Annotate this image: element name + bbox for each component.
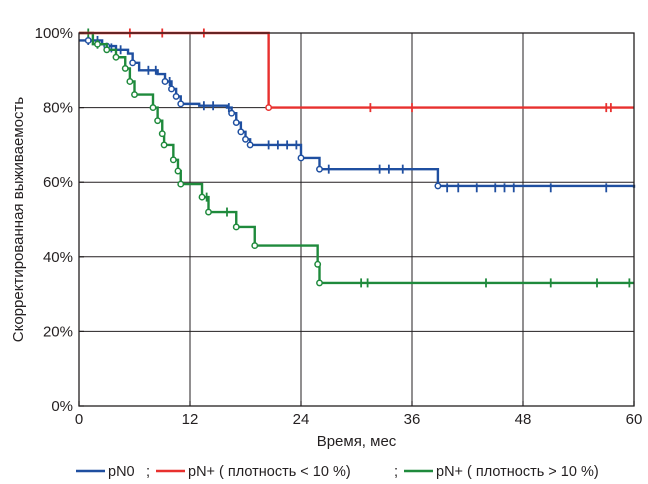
tick-labels: 0% 20% 40% 60% 80% 100% 0 12 24 36 48 60 <box>35 25 643 428</box>
series-layer <box>79 28 636 288</box>
event-marker <box>112 53 120 61</box>
y-tick-label: 20% <box>43 323 73 340</box>
y-tick-label: 60% <box>43 174 73 191</box>
event-marker <box>126 78 134 85</box>
y-tick-label: 0% <box>51 398 73 415</box>
event-marker <box>246 141 254 149</box>
event-marker <box>94 40 101 48</box>
event-marker <box>168 85 175 93</box>
tick-marks <box>78 32 635 407</box>
event-marker <box>434 182 442 190</box>
x-tick-label: 60 <box>626 411 643 428</box>
event-marker <box>129 59 137 67</box>
x-tick-label: 48 <box>515 411 532 428</box>
y-axis-title: Скорректированная выживаемость <box>10 97 27 343</box>
event-marker <box>121 64 129 72</box>
event-marker <box>314 260 322 268</box>
event-marker <box>177 180 185 188</box>
legend-label-pn-low: pN+ ( плотность < 10 %) <box>188 464 351 479</box>
event-marker <box>232 119 240 126</box>
event-marker <box>160 141 168 149</box>
event-marker <box>297 154 305 162</box>
series-line-pn-high-density <box>79 31 634 285</box>
x-tick-label: 12 <box>182 411 199 428</box>
event-marker <box>198 193 206 201</box>
event-marker <box>265 104 273 112</box>
event-marker <box>316 165 323 173</box>
event-marker <box>251 242 259 250</box>
legend-label-pn0: pN0 <box>108 464 135 479</box>
legend: pN0 ; pN+ ( плотность < 10 %) ; pN+ ( пл… <box>76 464 599 480</box>
event-marker <box>154 117 162 125</box>
x-tick-label: 0 <box>75 411 83 428</box>
event-marker <box>149 104 157 112</box>
y-tick-label: 40% <box>43 249 73 266</box>
event-marker <box>228 109 236 117</box>
x-tick-label: 24 <box>293 411 310 428</box>
event-marker <box>172 92 180 100</box>
x-tick-label: 36 <box>404 411 421 428</box>
event-marker <box>205 208 212 216</box>
legend-separator: ; <box>146 464 150 479</box>
event-marker <box>232 223 240 231</box>
event-marker <box>316 279 323 287</box>
x-axis-title: Время, мес <box>317 433 397 450</box>
legend-label-pn-high: pN+ ( плотность > 10 %) <box>436 464 599 479</box>
grid-lines <box>79 33 634 406</box>
legend-separator: ; <box>394 464 398 479</box>
event-marker <box>84 37 92 44</box>
event-marker <box>169 156 177 164</box>
series-pn-high-density <box>79 28 634 288</box>
plot-background <box>79 33 634 406</box>
event-marker <box>242 135 249 143</box>
series-pn0 <box>79 35 636 193</box>
event-marker <box>131 91 138 98</box>
event-marker <box>103 46 111 54</box>
plot-frame <box>78 32 635 407</box>
event-marker <box>237 128 245 136</box>
event-marker <box>174 167 182 175</box>
event-marker <box>161 78 169 85</box>
event-marker <box>158 130 166 138</box>
y-tick-label: 80% <box>43 100 73 117</box>
y-tick-label: 100% <box>35 25 73 42</box>
event-marker <box>177 100 185 108</box>
